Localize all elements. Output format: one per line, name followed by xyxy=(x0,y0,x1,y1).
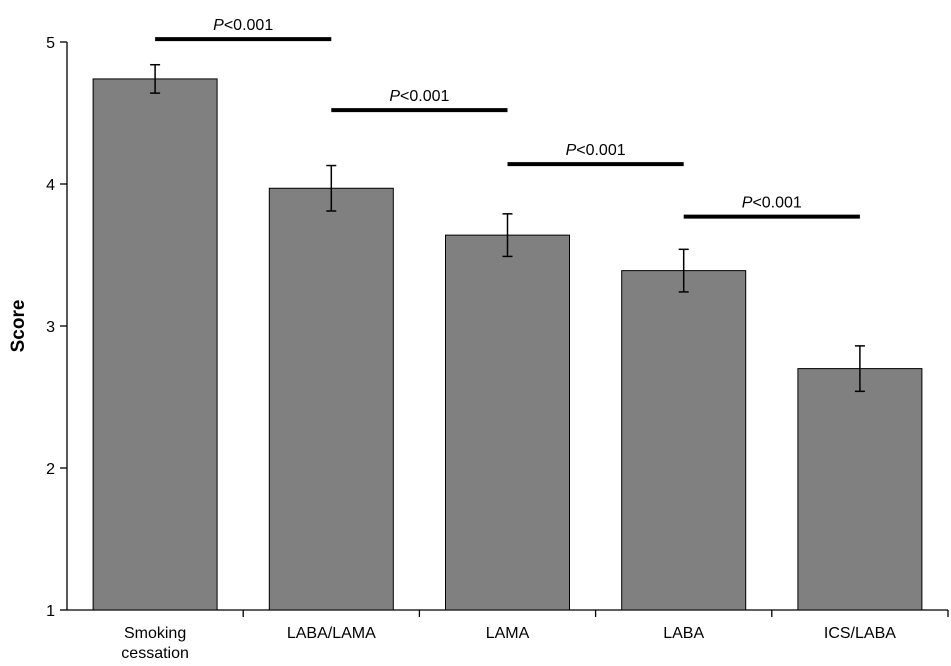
x-category-label: Smoking xyxy=(124,625,186,642)
p-symbol: P xyxy=(213,17,224,34)
y-tick-label: 5 xyxy=(46,35,55,52)
p-value: <0.001 xyxy=(576,142,625,159)
significance-label: P<0.001 xyxy=(213,17,273,34)
x-category-label: ICS/LABA xyxy=(824,625,896,642)
p-value: <0.001 xyxy=(224,17,273,34)
y-tick-label: 2 xyxy=(46,461,55,478)
bar xyxy=(797,368,923,611)
significance-label: P<0.001 xyxy=(389,88,449,105)
bar xyxy=(92,78,218,611)
p-symbol: P xyxy=(566,142,577,159)
x-category-label: LAMA xyxy=(486,625,530,642)
y-tick-label: 1 xyxy=(46,603,55,620)
p-symbol: P xyxy=(389,88,400,105)
y-tick-label: 3 xyxy=(46,319,55,336)
y-axis-label: Score xyxy=(8,300,29,353)
bar xyxy=(621,270,747,611)
significance-label: P<0.001 xyxy=(566,142,626,159)
x-category-label: LABA xyxy=(663,625,704,642)
p-value: <0.001 xyxy=(752,195,801,212)
y-tick-label: 4 xyxy=(46,177,55,194)
bar xyxy=(268,187,394,611)
p-value: <0.001 xyxy=(400,88,449,105)
p-symbol: P xyxy=(742,195,753,212)
x-category-label: LABA/LAMA xyxy=(287,625,376,642)
significance-label: P<0.001 xyxy=(742,195,802,212)
bar xyxy=(445,234,570,611)
x-category-label: cessation xyxy=(121,645,189,662)
